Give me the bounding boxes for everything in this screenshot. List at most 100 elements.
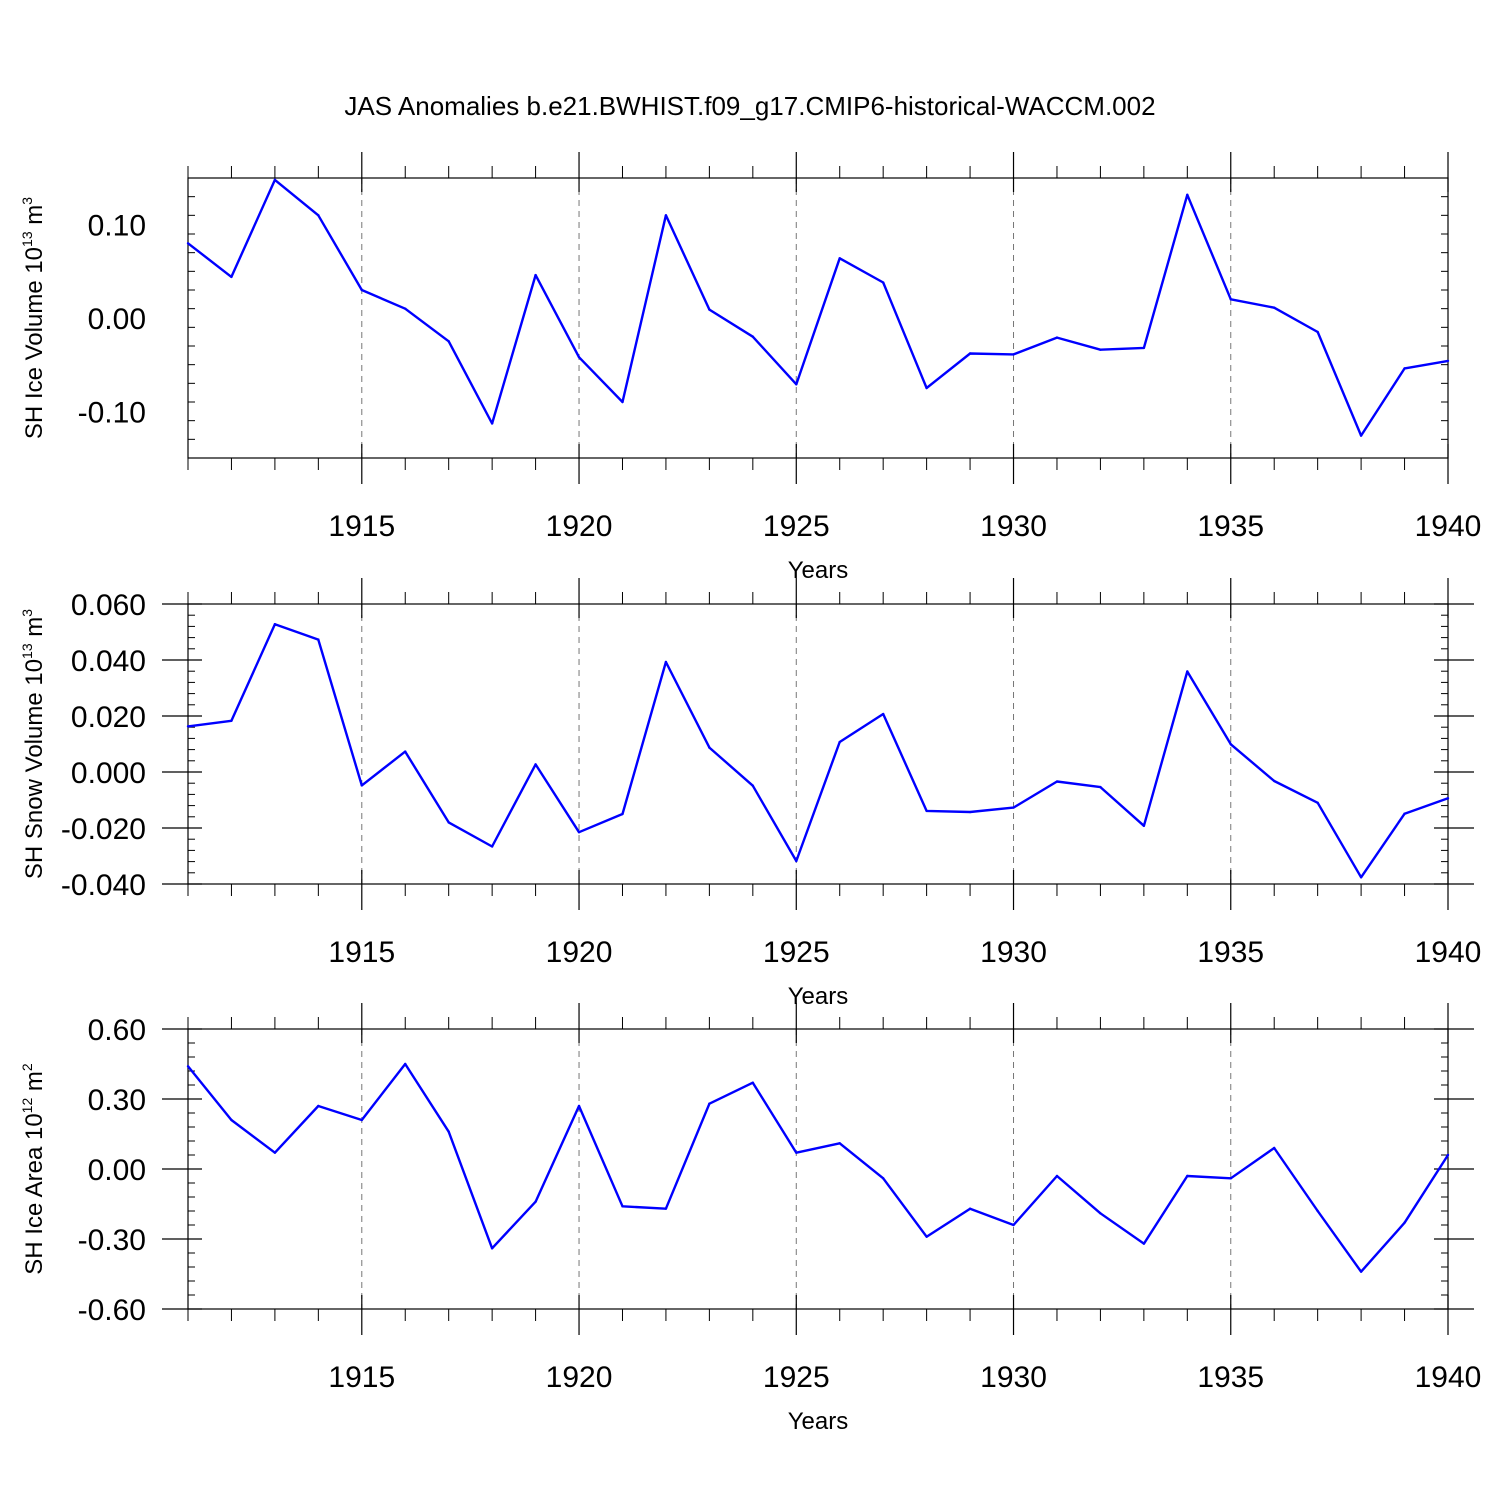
data-point-1918 bbox=[490, 845, 494, 848]
data-point-1925 bbox=[795, 859, 798, 863]
data-point-1933 bbox=[1142, 346, 1146, 350]
data-point-1925 bbox=[795, 383, 798, 386]
data-point-1933 bbox=[1142, 824, 1146, 827]
xtick-label: 1925 bbox=[763, 510, 830, 543]
ytick-label: 0.000 bbox=[71, 757, 146, 790]
xtick-label: 1915 bbox=[328, 510, 395, 543]
y-axis-label: SH Snow Volume 1013 m3 bbox=[19, 609, 48, 879]
plot-frame bbox=[187, 603, 1449, 885]
data-point-1917 bbox=[447, 340, 450, 343]
data-point-1929 bbox=[968, 352, 972, 355]
data-point-1923 bbox=[708, 308, 711, 311]
data-point-1914 bbox=[317, 638, 320, 641]
data-point-1937 bbox=[1316, 1209, 1319, 1213]
data-point-1932 bbox=[1099, 785, 1102, 789]
xtick-label: 1920 bbox=[546, 510, 613, 543]
ytick-label: -0.040 bbox=[61, 869, 146, 902]
data-point-1911 bbox=[186, 725, 190, 728]
data-point-1931 bbox=[1055, 336, 1059, 339]
ytick-label: 0.040 bbox=[71, 645, 146, 678]
data-point-1922 bbox=[664, 1207, 668, 1210]
ytick-label: 0.60 bbox=[88, 1014, 146, 1047]
series-line-ice-area bbox=[187, 1062, 1450, 1273]
data-point-1919 bbox=[534, 273, 537, 277]
data-point-1930 bbox=[1012, 806, 1015, 809]
y-axis-label: SH Ice Volume 1013 m3 bbox=[19, 197, 48, 439]
ytick-label: 0.00 bbox=[88, 1154, 146, 1187]
data-point-1939 bbox=[1403, 1221, 1406, 1224]
data-point-1935 bbox=[1229, 1177, 1232, 1180]
data-point-1924 bbox=[751, 335, 755, 338]
data-point-1927 bbox=[881, 281, 885, 284]
ytick-label: 0.30 bbox=[88, 1084, 146, 1117]
data-point-1928 bbox=[925, 386, 928, 390]
data-point-1933 bbox=[1142, 1242, 1146, 1245]
data-point-1934 bbox=[1186, 193, 1189, 196]
data-point-1934 bbox=[1186, 1174, 1189, 1178]
data-point-1924 bbox=[751, 1081, 755, 1084]
data-point-1915 bbox=[360, 288, 363, 292]
xtick-label: 1930 bbox=[980, 510, 1047, 543]
data-point-1921 bbox=[621, 812, 624, 816]
data-point-1914 bbox=[317, 214, 320, 217]
x-axis-label: Years bbox=[788, 1408, 849, 1435]
data-point-1913 bbox=[273, 1151, 277, 1154]
x-axis-label: Years bbox=[788, 557, 849, 584]
data-point-1931 bbox=[1055, 780, 1059, 783]
ytick-label: 0.060 bbox=[71, 589, 146, 622]
data-point-1938 bbox=[1359, 434, 1363, 437]
ytick-label: 0.00 bbox=[88, 303, 146, 336]
ytick-label: 0.020 bbox=[71, 701, 146, 734]
data-point-1932 bbox=[1099, 348, 1102, 351]
xtick-label: 1915 bbox=[328, 1361, 395, 1394]
data-point-1911 bbox=[186, 1065, 190, 1068]
plot-frame bbox=[187, 1028, 1449, 1310]
xtick-label: 1940 bbox=[1415, 1361, 1482, 1394]
data-point-1928 bbox=[925, 809, 928, 813]
data-point-1937 bbox=[1316, 801, 1319, 804]
data-point-1925 bbox=[795, 1151, 798, 1154]
data-point-1926 bbox=[838, 740, 841, 744]
data-point-1915 bbox=[360, 1118, 363, 1122]
xtick-label: 1935 bbox=[1197, 510, 1264, 543]
series-line-ice-volume bbox=[187, 178, 1449, 437]
data-point-1917 bbox=[447, 1130, 450, 1133]
panel-snow-volume: -0.040 -0.020 0.000 0.020 0.040 0.060 1915 1920… bbox=[19, 578, 1481, 1010]
xtick-label: 1935 bbox=[1197, 936, 1264, 969]
panel-ice-volume: -0.10 0.00 0.10 1915 1920 1925 1930 1935 1940 Yea… bbox=[19, 152, 1481, 584]
data-point-1916 bbox=[404, 1062, 407, 1066]
data-point-1915 bbox=[360, 784, 363, 787]
ytick-label: -0.30 bbox=[78, 1224, 146, 1257]
data-point-1932 bbox=[1099, 1212, 1102, 1215]
data-point-1940 bbox=[1446, 797, 1450, 800]
data-point-1921 bbox=[621, 400, 624, 404]
data-point-1921 bbox=[621, 1205, 624, 1208]
data-point-1924 bbox=[751, 784, 755, 787]
xtick-label: 1920 bbox=[546, 1361, 613, 1394]
chart-title: JAS Anomalies b.e21.BWHIST.f09_g17.CMIP6… bbox=[344, 91, 1155, 121]
data-point-1917 bbox=[447, 821, 450, 824]
data-point-1934 bbox=[1186, 670, 1189, 673]
data-point-1928 bbox=[925, 1235, 928, 1238]
data-point-1939 bbox=[1403, 812, 1406, 815]
data-point-1913 bbox=[273, 622, 277, 626]
data-point-1938 bbox=[1359, 876, 1363, 879]
data-point-1923 bbox=[708, 746, 711, 749]
xtick-label: 1940 bbox=[1415, 510, 1482, 543]
data-point-1922 bbox=[664, 214, 668, 217]
data-point-1929 bbox=[968, 1207, 972, 1210]
xtick-label: 1925 bbox=[763, 936, 830, 969]
data-point-1916 bbox=[404, 307, 407, 310]
data-point-1935 bbox=[1229, 743, 1232, 746]
plot-frame bbox=[187, 177, 1449, 459]
data-point-1918 bbox=[490, 1247, 494, 1250]
data-point-1918 bbox=[490, 422, 494, 425]
data-point-1912 bbox=[230, 1118, 233, 1122]
x-axis-label: Years bbox=[788, 983, 849, 1010]
data-point-1940 bbox=[1446, 359, 1450, 363]
data-point-1920 bbox=[577, 1104, 581, 1108]
xtick-label: 1925 bbox=[763, 1361, 830, 1394]
data-point-1929 bbox=[968, 810, 972, 814]
data-point-1930 bbox=[1012, 353, 1015, 356]
